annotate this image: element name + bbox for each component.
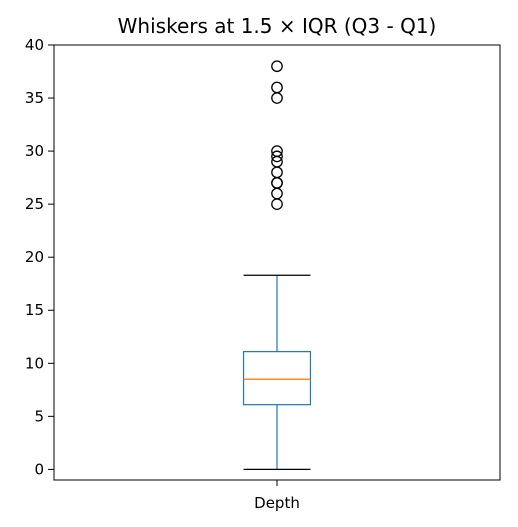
y-tick-label: 40 <box>25 36 44 54</box>
y-tick-label: 15 <box>25 301 44 319</box>
outlier-point <box>271 81 283 94</box>
x-axis: Depth <box>254 480 300 512</box>
y-tick-label: 35 <box>25 89 44 107</box>
outlier-point <box>271 166 283 179</box>
x-tick-label: Depth <box>254 494 300 512</box>
box-group <box>242 60 312 470</box>
y-axis: 0 5 10 15 20 25 30 35 40 <box>25 36 54 478</box>
box-series <box>242 60 312 470</box>
y-tick-label: 5 <box>34 407 44 425</box>
outlier-point <box>271 60 283 73</box>
y-tick-label: 20 <box>25 248 44 266</box>
chart-title: Whiskers at 1.5 × IQR (Q3 - Q1) <box>118 14 437 38</box>
y-tick-label: 0 <box>34 460 44 478</box>
outlier-point <box>271 187 283 200</box>
outlier-point <box>271 150 283 163</box>
outlier-point <box>271 92 283 104</box>
y-tick-label: 25 <box>25 195 44 213</box>
outlier-point <box>271 145 283 157</box>
outlier-point <box>271 198 283 210</box>
iqr-box <box>242 351 312 406</box>
y-tick-label: 10 <box>25 354 44 372</box>
outlier-point <box>271 177 283 189</box>
y-tick-label: 30 <box>25 142 44 160</box>
